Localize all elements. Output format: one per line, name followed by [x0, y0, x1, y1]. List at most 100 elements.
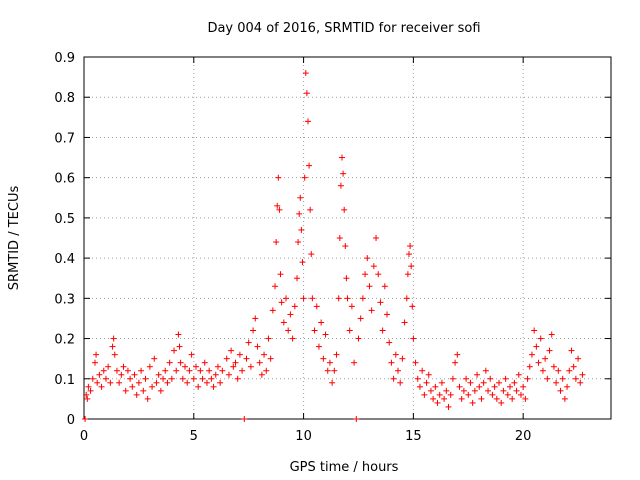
data-point: [313, 303, 320, 310]
data-point: [177, 359, 184, 366]
data-point: [100, 367, 107, 374]
data-point: [250, 327, 257, 334]
data-point: [342, 243, 349, 250]
data-point: [245, 339, 252, 346]
data-point: [511, 379, 518, 386]
data-point: [485, 387, 492, 394]
data-point: [252, 315, 259, 322]
data-point: [364, 255, 371, 262]
data-point: [269, 307, 276, 314]
data-point: [425, 371, 432, 378]
y-tick-label: 0.4: [54, 252, 75, 267]
data-point: [212, 371, 219, 378]
y-tick-label: 0.1: [54, 373, 75, 388]
data-point: [526, 363, 533, 370]
axis-ticks: [83, 56, 611, 420]
data-point: [280, 319, 287, 326]
data-point: [386, 339, 393, 346]
data-point: [542, 355, 549, 362]
data-point: [173, 367, 180, 374]
data-point: [105, 363, 112, 370]
data-point: [331, 367, 338, 374]
data-point: [471, 387, 478, 394]
data-point: [274, 202, 281, 209]
data-point: [83, 391, 90, 398]
data-point: [208, 375, 215, 382]
data-point: [162, 367, 169, 374]
data-point: [441, 395, 448, 402]
data-point: [166, 359, 173, 366]
data-point: [188, 351, 195, 358]
data-point: [127, 375, 134, 382]
data-point: [384, 311, 391, 318]
data-point: [379, 327, 386, 334]
data-point: [247, 363, 254, 370]
data-point: [276, 206, 283, 213]
data-point: [339, 154, 346, 161]
data-point: [522, 395, 529, 402]
data-point: [297, 194, 304, 201]
data-point: [421, 391, 428, 398]
y-tick-label: 0.9: [54, 51, 75, 66]
data-point: [192, 363, 199, 370]
data-point: [375, 271, 382, 278]
data-point: [206, 367, 213, 374]
data-point: [493, 395, 500, 402]
data-point: [146, 363, 153, 370]
data-point: [377, 299, 384, 306]
data-point: [467, 379, 474, 386]
data-point: [84, 395, 91, 402]
data-point: [392, 351, 399, 358]
data-point: [239, 367, 246, 374]
data-point: [403, 295, 410, 302]
data-point: [535, 359, 542, 366]
data-points: [82, 70, 586, 422]
data-point: [449, 375, 456, 382]
data-point: [138, 367, 145, 374]
data-point: [199, 375, 206, 382]
data-point: [346, 327, 353, 334]
data-point: [223, 355, 230, 362]
data-point: [353, 416, 360, 422]
x-tick-labels: 0 5 10 15 20: [80, 429, 532, 444]
y-tick-label: 0.7: [54, 131, 75, 146]
data-point: [487, 375, 494, 382]
data-point: [311, 327, 318, 334]
data-point: [344, 295, 351, 302]
data-point: [401, 319, 408, 326]
data-point: [341, 206, 348, 213]
data-point: [306, 162, 313, 169]
data-point: [91, 359, 98, 366]
data-point: [157, 387, 164, 394]
data-point: [302, 70, 309, 77]
data-point: [506, 383, 513, 390]
data-point: [228, 347, 235, 354]
data-point: [572, 375, 579, 382]
data-point: [289, 335, 296, 342]
data-point: [151, 355, 158, 362]
data-point: [570, 363, 577, 370]
data-point: [107, 379, 114, 386]
data-point: [333, 351, 340, 358]
data-point: [436, 391, 443, 398]
data-point: [458, 395, 465, 402]
data-point: [348, 303, 355, 310]
data-point: [337, 182, 344, 189]
data-point: [445, 403, 452, 410]
data-point: [537, 335, 544, 342]
data-point: [480, 379, 487, 386]
data-point: [110, 335, 117, 342]
data-point: [370, 263, 377, 270]
data-point: [509, 395, 516, 402]
data-point: [491, 383, 498, 390]
data-point: [416, 383, 423, 390]
data-point: [315, 343, 322, 350]
data-point: [301, 174, 308, 181]
data-point: [566, 367, 573, 374]
data-point: [500, 387, 507, 394]
data-point: [388, 359, 395, 366]
data-point: [502, 375, 509, 382]
data-point: [504, 391, 511, 398]
data-point: [498, 399, 505, 406]
